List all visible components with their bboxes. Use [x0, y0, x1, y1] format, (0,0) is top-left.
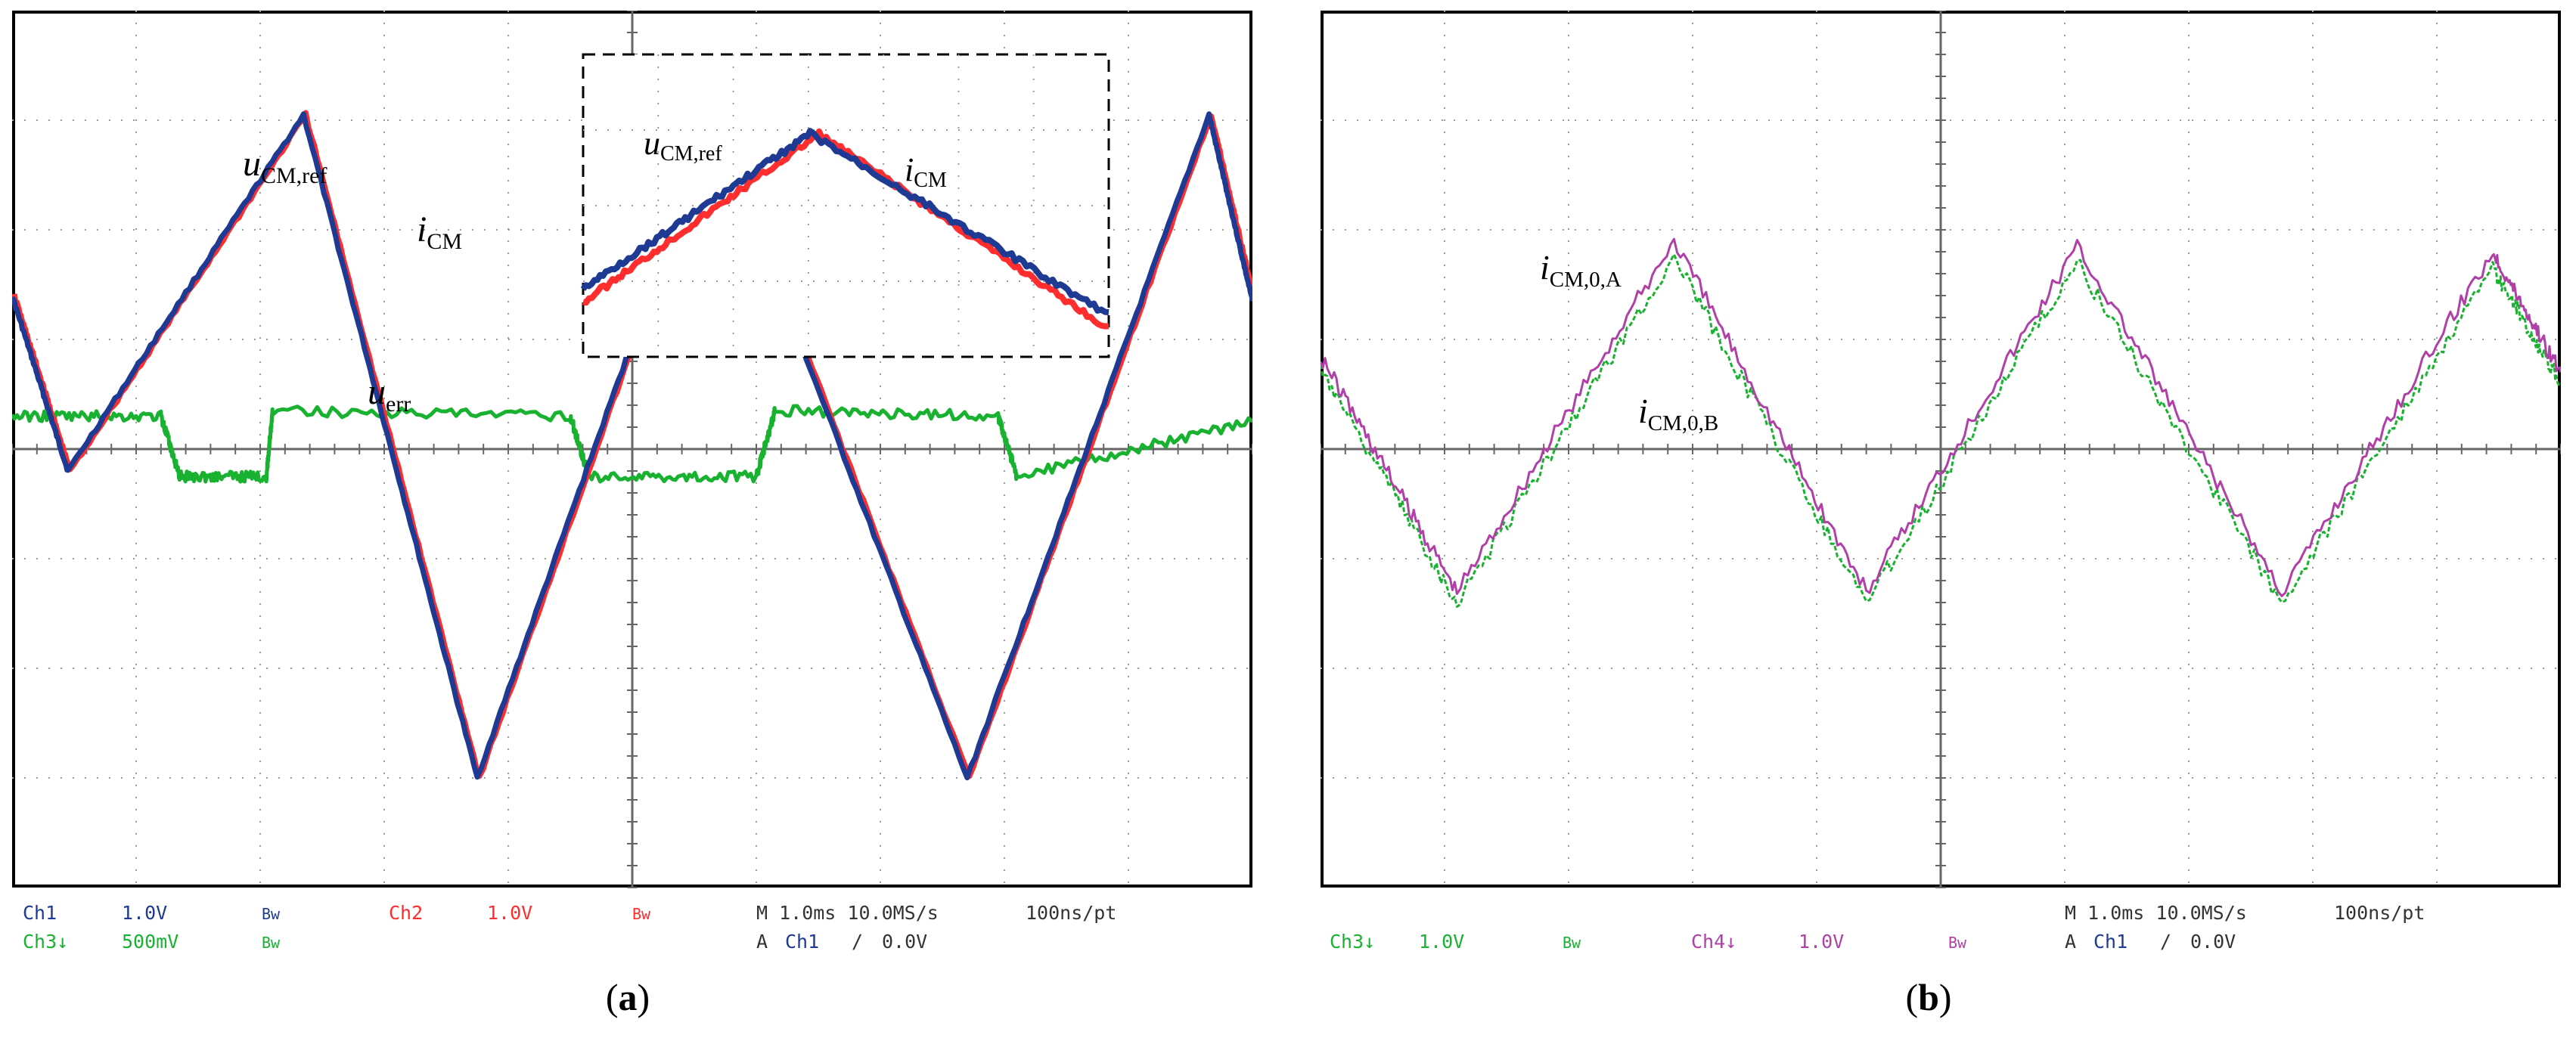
- panel-a: uCM,ref iCM uCM,ref iCM uerr Ch1 1.0V Bw…: [12, 11, 1252, 978]
- inset-label-i: iCM: [905, 151, 947, 192]
- series-u-err-line: [12, 404, 1252, 484]
- readout-ch2-scale: 1.0V: [487, 902, 532, 924]
- readout-b-ch3: Ch3↓: [1330, 931, 1375, 953]
- readout-b-trigger-slope: ∕: [2160, 931, 2171, 953]
- readout-ch2: Ch2: [389, 902, 423, 924]
- series-group-a: [12, 110, 1252, 781]
- caption-b: (b): [1905, 976, 1952, 1018]
- readout-resolution: 100ns/pt: [1026, 902, 1116, 924]
- inset-box: uCM,ref iCM: [580, 53, 1110, 358]
- readout-ch1: Ch1: [23, 902, 57, 924]
- label-u-cm-ref: uCM,ref: [243, 144, 327, 188]
- readout-b-ch4-scale: 1.0V: [1799, 931, 1844, 953]
- readout-trigger-ch: Ch1: [785, 931, 819, 953]
- inset-u-cm-ref-line: [580, 128, 1110, 316]
- readout-a: Ch1 1.0V Bw Ch2 1.0V Bw M 1.0ms 10.0MS/s…: [23, 902, 1116, 953]
- readout-ch1-scale: 1.0V: [122, 902, 167, 924]
- readout-b-ch4: Ch4↓: [1691, 931, 1736, 953]
- readout-b-trigger-ch: Ch1: [2093, 931, 2128, 953]
- inset-series: [580, 128, 1110, 330]
- label-u-err: uerr: [368, 372, 411, 417]
- label-i-cm: iCM: [417, 209, 462, 254]
- readout-trigger-level: 0.0V: [882, 931, 927, 953]
- caption-a: (a): [605, 976, 650, 1018]
- readout-bw3: Bw: [262, 934, 281, 952]
- readout-b-resolution: 100ns/pt: [2334, 902, 2425, 924]
- readout-timebase: M 1.0ms 10.0MS/s: [756, 902, 939, 924]
- inset-i-cm-line: [582, 128, 1110, 330]
- readout-b-bw3: Bw: [1563, 934, 1581, 952]
- label-i-cm-0-b: iCM,0,B: [1638, 392, 1718, 435]
- readout-trigger-slope: ∕: [852, 931, 863, 953]
- series-i-cm-0-a-line: [1321, 237, 2561, 597]
- series-u-cm-ref-line: [12, 111, 1252, 781]
- readout-bw1: Bw: [262, 905, 281, 923]
- readout-trigger-a: A: [756, 931, 768, 953]
- inset-label-u: uCM,ref: [644, 125, 722, 166]
- readout-b-trigger-level: 0.0V: [2190, 931, 2236, 953]
- oscilloscope-b: iCM,0,A iCM,0,B M 1.0ms 10.0MS/s 100ns/p…: [1321, 11, 2561, 953]
- readout-b-ch3-scale: 1.0V: [1419, 931, 1464, 953]
- panel-b: iCM,0,A iCM,0,B M 1.0ms 10.0MS/s 100ns/p…: [1321, 11, 2561, 978]
- readout-ch3: Ch3↓: [23, 931, 68, 953]
- readout-b: M 1.0ms 10.0MS/s 100ns/pt Ch3↓ 1.0V Bw C…: [1330, 902, 2425, 953]
- readout-bw2: Bw: [632, 905, 651, 923]
- readout-b-timebase: M 1.0ms 10.0MS/s: [2065, 902, 2247, 924]
- series-group-b: [1321, 237, 2561, 608]
- readout-b-trigger-a: A: [2065, 931, 2076, 953]
- oscilloscope-a: uCM,ref iCM uCM,ref iCM uerr Ch1 1.0V Bw…: [12, 11, 1252, 953]
- grid-b: [1321, 11, 2561, 888]
- readout-b-bw4: Bw: [1948, 934, 1967, 952]
- label-i-cm-0-a: iCM,0,A: [1540, 248, 1622, 292]
- readout-ch3-scale: 500mV: [122, 931, 178, 953]
